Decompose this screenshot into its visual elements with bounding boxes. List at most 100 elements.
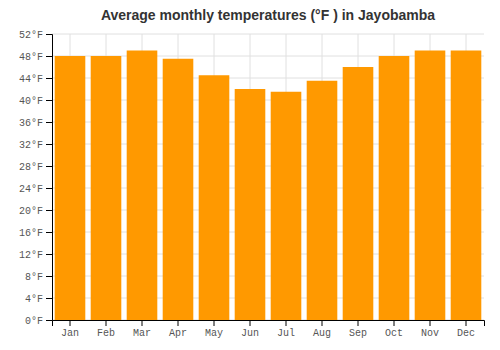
tick-mark [46,232,52,233]
bar [127,51,158,321]
x-tick: Nov [421,320,439,339]
bar [235,89,266,320]
y-tick: 16°F [19,228,52,239]
tick-mark [46,78,52,79]
tick-label: 0°F [25,316,43,327]
x-tick: Dec [457,320,475,339]
bar [379,56,410,320]
x-tick: Aug [313,320,331,339]
bar [343,67,374,320]
bar [271,92,302,320]
y-tick: 24°F [19,184,52,195]
tick-mark [214,320,215,326]
tick-label: 48°F [19,52,43,63]
chart: Jan Feb Mar Apr May Jun Jul Aug Sep Oct Nov Dec 0°F 4… [0,0,500,350]
tick-mark [70,320,71,326]
tick-label: 20°F [19,206,43,217]
tick-mark [46,56,52,57]
x-tick: Jun [241,320,259,339]
tick-mark [46,298,52,299]
x-axis: Jan Feb Mar Apr May Jun Jul Aug Sep Oct Nov Dec [53,320,485,339]
x-tick: May [205,320,223,339]
tick-label: 24°F [19,184,43,195]
axis-line [53,321,485,327]
tick-mark [46,100,52,101]
x-tick: Jul [277,320,295,339]
bar [307,81,338,320]
bar [451,51,482,321]
x-tick: Jan [61,320,79,339]
tick-label: Mar [133,328,151,339]
tick-label: Oct [385,328,403,339]
y-tick: 20°F [19,206,52,217]
y-tick: 4°F [25,294,52,305]
tick-mark [142,320,143,326]
tick-label: Jun [241,328,259,339]
bars [55,51,482,321]
tick-mark [250,320,251,326]
y-tick: 12°F [19,250,52,261]
tick-mark [46,166,52,167]
tick-label: Sep [349,328,367,339]
tick-mark [394,320,395,326]
tick-label: 36°F [19,118,43,129]
tick-label: Feb [97,328,115,339]
tick-mark [46,188,52,189]
tick-mark [322,320,323,326]
y-axis: 0°F 4°F 8°F 12°F 16°F 20°F 24°F 28°F 32°F 36°F 40°… [19,30,53,327]
tick-mark [178,320,179,326]
tick-mark [46,210,52,211]
y-tick: 40°F [19,96,52,107]
tick-mark [46,276,52,277]
tick-label: 16°F [19,228,43,239]
y-tick: 48°F [19,52,52,63]
tick-label: Jul [277,328,295,339]
y-tick: 36°F [19,118,52,129]
grid [52,34,484,320]
tick-mark [358,320,359,326]
x-tick: Mar [133,320,151,339]
tick-label: 44°F [19,74,43,85]
x-tick: Feb [97,320,115,339]
tick-label: 8°F [25,272,43,283]
tick-label: Apr [169,328,187,339]
tick-label: 12°F [19,250,43,261]
tick-label: May [205,328,223,339]
tick-label: 32°F [19,140,43,151]
bar [199,75,230,320]
bar [91,56,122,320]
y-tick: 0°F [25,316,52,327]
axis-line [46,35,53,321]
tick-label: 28°F [19,162,43,173]
y-tick: 52°F [19,30,52,41]
tick-label: 40°F [19,96,43,107]
tick-label: 4°F [25,294,43,305]
bar [415,51,446,321]
y-tick: 44°F [19,74,52,85]
tick-mark [430,320,431,326]
x-tick: Oct [385,320,403,339]
tick-mark [46,254,52,255]
bar [163,59,194,320]
y-tick: 8°F [25,272,52,283]
y-tick: 28°F [19,162,52,173]
x-tick: Apr [169,320,187,339]
tick-mark [106,320,107,326]
grid-line [52,34,484,35]
tick-mark [46,34,52,35]
tick-label: Dec [457,328,475,339]
tick-label: Jan [61,328,79,339]
tick-mark [466,320,467,326]
tick-label: Aug [313,328,331,339]
plot: Jan Feb Mar Apr May Jun Jul Aug Sep Oct Nov Dec 0°F 4… [19,30,485,339]
tick-label: 52°F [19,30,43,41]
tick-mark [46,122,52,123]
tick-mark [46,320,52,321]
x-tick: Sep [349,320,367,339]
bar [55,56,86,320]
tick-label: Nov [421,328,439,339]
title: Average monthly temperatures (°F ) in Ja… [101,7,435,23]
tick-mark [286,320,287,326]
tick-mark [46,144,52,145]
y-tick: 32°F [19,140,52,151]
